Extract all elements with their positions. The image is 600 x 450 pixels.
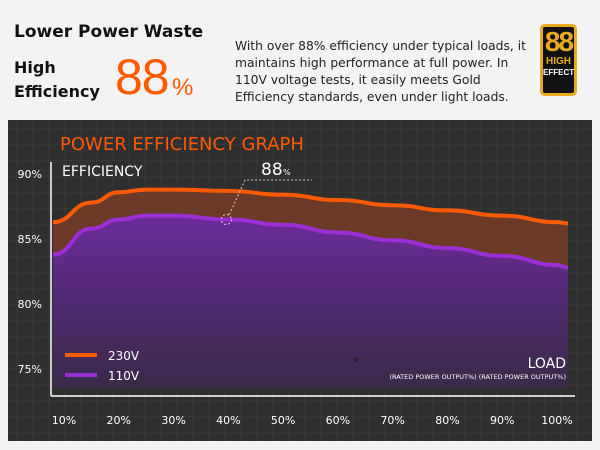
annotation-unit: % [283, 168, 291, 177]
annotation-marker [220, 214, 232, 225]
badge-number: 88 [544, 26, 574, 57]
badge-line2: EFFECT [543, 67, 575, 78]
x-tick-label: 20% [107, 414, 131, 427]
legend-label-230v: 230V [108, 349, 140, 363]
y-tick-label: 80% [18, 298, 42, 311]
x-tick-label: 30% [161, 414, 185, 427]
highlight-label-line1: High [14, 58, 56, 77]
efficiency-value: 88 [115, 49, 170, 105]
x-tick-label: 100% [541, 414, 572, 427]
line-110v [52, 213, 569, 270]
high-effect-badge-logo: 88 HIGH EFFECT [540, 24, 577, 96]
x-tick-label: 40% [216, 414, 240, 427]
x-tick-label: 50% [271, 414, 295, 427]
x-tick-label: 80% [435, 414, 459, 427]
y-tick-label: 90% [18, 168, 42, 181]
x-axis-label: LOAD [528, 356, 566, 372]
x-tick-label: 70% [380, 414, 404, 427]
y-tick-label: 85% [18, 233, 42, 246]
x-axis-sublabel: (RATED POWER OUTPUT%) (RATED POWER OUTPU… [389, 373, 566, 381]
x-tick-label: 10% [52, 414, 76, 427]
efficiency-unit: % [172, 74, 194, 101]
chart-title: POWER EFFICIENCY GRAPH [60, 134, 304, 155]
description: With over 88% efficiency under typical l… [235, 39, 526, 104]
y-axis-label: EFFICIENCY [62, 164, 143, 180]
annotation-value: 88 [261, 160, 283, 180]
x-tick-label: 90% [490, 414, 514, 427]
area-110v [53, 215, 568, 388]
highlight-label-line2: Efficiency [14, 82, 100, 101]
x-tick-label: 60% [326, 414, 350, 427]
legend-label-110v: 110V [108, 369, 140, 383]
stray-mark: V [353, 356, 358, 364]
badge-line1: HIGH [546, 56, 571, 67]
headline: Lower Power Waste [14, 22, 204, 42]
y-tick-label: 75% [18, 363, 42, 376]
line-230v [52, 187, 569, 226]
annotation-leader [228, 179, 312, 215]
